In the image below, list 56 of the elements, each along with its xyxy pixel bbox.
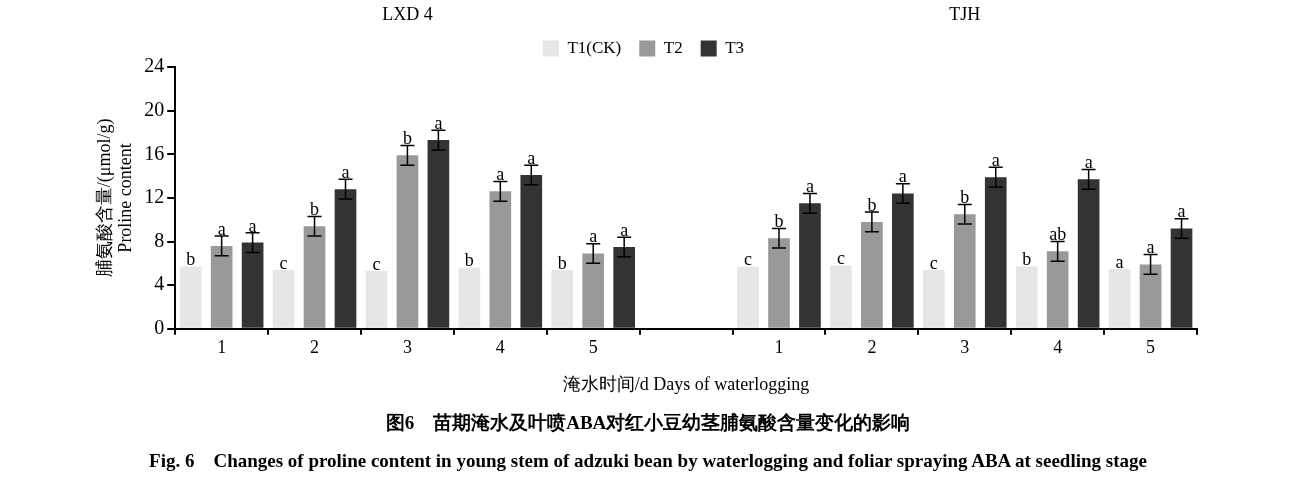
- x-tick-label: 3: [402, 337, 412, 358]
- data-label: a: [991, 150, 1000, 171]
- x-tick-label: 3: [960, 337, 970, 358]
- data-label: a: [620, 219, 629, 240]
- data-label: a: [434, 113, 443, 133]
- legend-label: T3: [725, 37, 745, 57]
- data-label: a: [1084, 152, 1093, 173]
- data-label: a: [341, 162, 350, 183]
- data-label: b: [867, 194, 877, 215]
- data-label: a: [496, 164, 505, 185]
- data-label: a: [1177, 201, 1186, 222]
- data-label: c: [744, 249, 753, 270]
- x-tick-label: 4: [1053, 337, 1063, 358]
- data-label: c: [836, 248, 845, 269]
- x-tick-label: 1: [217, 337, 227, 358]
- data-label: c: [372, 253, 381, 274]
- y-tick-label: 0: [154, 316, 165, 339]
- data-label: a: [248, 215, 257, 236]
- y-axis-title: 脯氨酸含量/(μmol/g) Proline content: [93, 118, 136, 278]
- data-label: c: [279, 252, 288, 273]
- data-label: a: [527, 147, 536, 168]
- x-axis-title: 淹水时间/d Days of waterlogging: [562, 373, 810, 394]
- x-tick-label: 2: [310, 337, 320, 358]
- data-label: b: [774, 211, 784, 232]
- text: TJH: [949, 4, 981, 25]
- legend-label: T2: [663, 37, 683, 57]
- data-label: a: [589, 226, 598, 247]
- data-label: a: [1115, 251, 1124, 272]
- y-tick-label: 24: [144, 54, 165, 77]
- data-label: b: [310, 199, 320, 220]
- data-label: b: [960, 187, 970, 208]
- x-tick-label: 4: [495, 337, 505, 358]
- data-label: a: [898, 166, 907, 187]
- data-label: a: [805, 176, 814, 197]
- data-label: c: [929, 252, 938, 273]
- y-tick-label: 20: [144, 97, 165, 120]
- data-label: b: [557, 252, 567, 273]
- y-tick-label: 8: [154, 228, 165, 251]
- data-label: b: [402, 128, 412, 149]
- caption: Fig. 6 Changes of proline content in young stem of adzuki bean by waterlogging and foliar spraying ABA at seedling stage: [149, 449, 1147, 473]
- y-tick-label: 16: [144, 141, 165, 164]
- x-tick-label: 5: [1146, 337, 1156, 358]
- caption: 图6 苗期淹水及叶喷ABA对红小豆幼茎脯氨酸含量变化的影响: [385, 411, 911, 435]
- data-label: a: [217, 218, 226, 239]
- data-label: ab: [1049, 224, 1067, 245]
- x-tick-label: 2: [867, 337, 877, 358]
- x-tick-label: 1: [774, 337, 784, 358]
- y-tick-label: 12: [144, 185, 165, 208]
- x-tick-label: 5: [588, 337, 598, 358]
- data-label: a: [1146, 237, 1155, 258]
- data-label: b: [464, 250, 474, 271]
- data-label: b: [186, 249, 196, 270]
- y-tick-label: 4: [154, 272, 165, 295]
- data-label: b: [1022, 249, 1032, 270]
- text: LXD 4: [382, 4, 433, 25]
- legend-label: T1(CK): [567, 37, 622, 57]
